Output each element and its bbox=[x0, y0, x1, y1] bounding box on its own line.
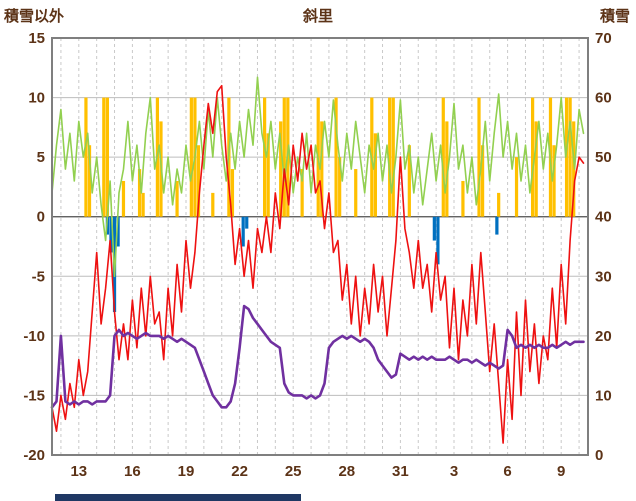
svg-text:5: 5 bbox=[37, 149, 45, 166]
svg-text:-15: -15 bbox=[23, 387, 45, 404]
svg-text:70: 70 bbox=[595, 30, 612, 47]
svg-text:16: 16 bbox=[124, 463, 141, 480]
svg-text:19: 19 bbox=[178, 463, 195, 480]
svg-text:10: 10 bbox=[28, 90, 45, 107]
svg-text:22: 22 bbox=[231, 463, 248, 480]
svg-text:9: 9 bbox=[557, 463, 565, 480]
svg-text:-20: -20 bbox=[23, 447, 45, 464]
svg-text:20: 20 bbox=[595, 328, 612, 345]
partial-bottom-strip bbox=[55, 494, 301, 501]
left-axis-title: 積雪以外 bbox=[4, 8, 65, 25]
svg-text:0: 0 bbox=[595, 447, 603, 464]
svg-text:6: 6 bbox=[503, 463, 511, 480]
svg-text:3: 3 bbox=[450, 463, 458, 480]
svg-text:30: 30 bbox=[595, 268, 612, 285]
svg-text:40: 40 bbox=[595, 209, 612, 226]
svg-text:60: 60 bbox=[595, 90, 612, 107]
svg-text:-10: -10 bbox=[23, 328, 45, 345]
svg-text:10: 10 bbox=[595, 387, 612, 404]
svg-text:-5: -5 bbox=[32, 268, 45, 285]
svg-text:15: 15 bbox=[28, 30, 45, 47]
svg-text:0: 0 bbox=[37, 209, 45, 226]
svg-text:25: 25 bbox=[285, 463, 302, 480]
right-axis-title: 積雪 bbox=[599, 8, 630, 25]
svg-text:31: 31 bbox=[392, 463, 409, 480]
chart-title: 斜里 bbox=[302, 8, 333, 25]
svg-text:50: 50 bbox=[595, 149, 612, 166]
svg-text:28: 28 bbox=[338, 463, 355, 480]
svg-text:13: 13 bbox=[70, 463, 87, 480]
